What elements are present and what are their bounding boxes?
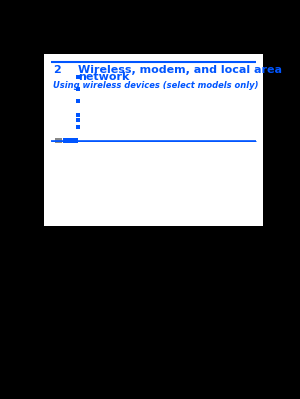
Bar <box>76 119 80 122</box>
Bar <box>56 138 62 143</box>
Text: 2: 2 <box>53 65 61 75</box>
Bar <box>76 87 80 91</box>
Text: network: network <box>78 72 130 82</box>
Bar <box>44 54 263 226</box>
Bar <box>76 99 80 103</box>
Bar <box>76 125 80 129</box>
Bar <box>76 75 80 79</box>
Bar <box>63 138 78 143</box>
Bar <box>76 113 80 117</box>
Text: Using wireless devices (select models only): Using wireless devices (select models on… <box>53 81 259 90</box>
Text: Wireless, modem, and local area: Wireless, modem, and local area <box>78 65 282 75</box>
